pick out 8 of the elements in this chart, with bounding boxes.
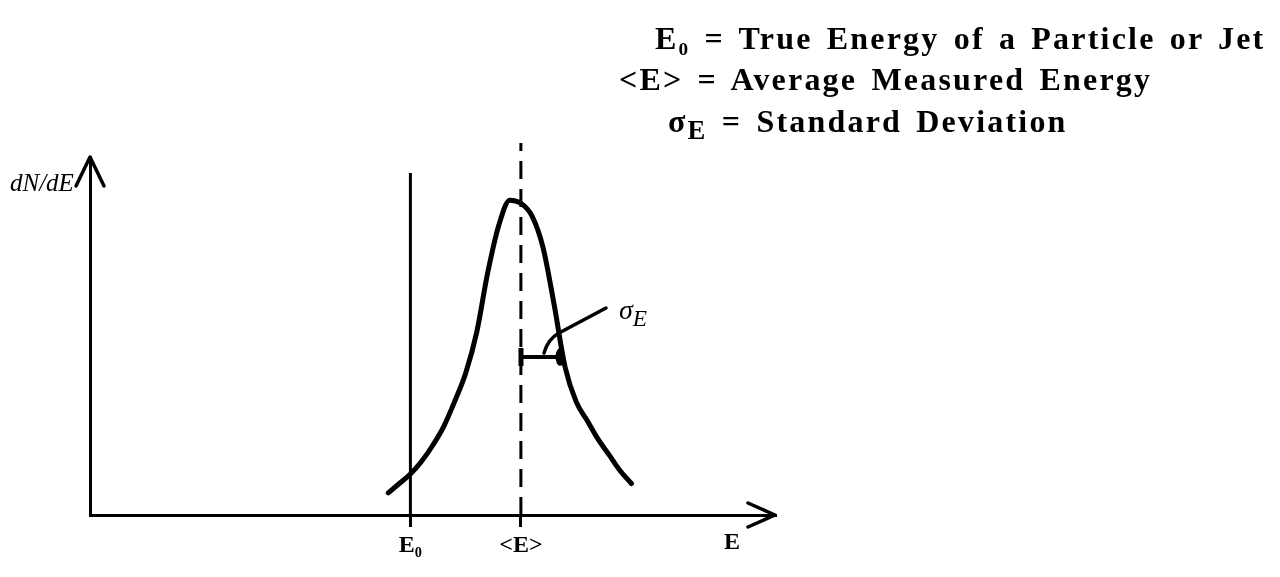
x-tick-label: E₀ (398, 530, 422, 557)
annotation: σ$_{E}$ (618, 294, 647, 332)
x-tick-label: <E> (499, 530, 543, 557)
text: σ$_{E}$ = Standard Deviation (668, 103, 1068, 146)
x-axis-title: E (724, 528, 741, 555)
text: <E> = Average Measured Energy (619, 61, 1153, 98)
y-axis-title: dN/dE (10, 169, 74, 197)
text: E₀ = True Energy of a Particle or Jet (655, 20, 1266, 57)
